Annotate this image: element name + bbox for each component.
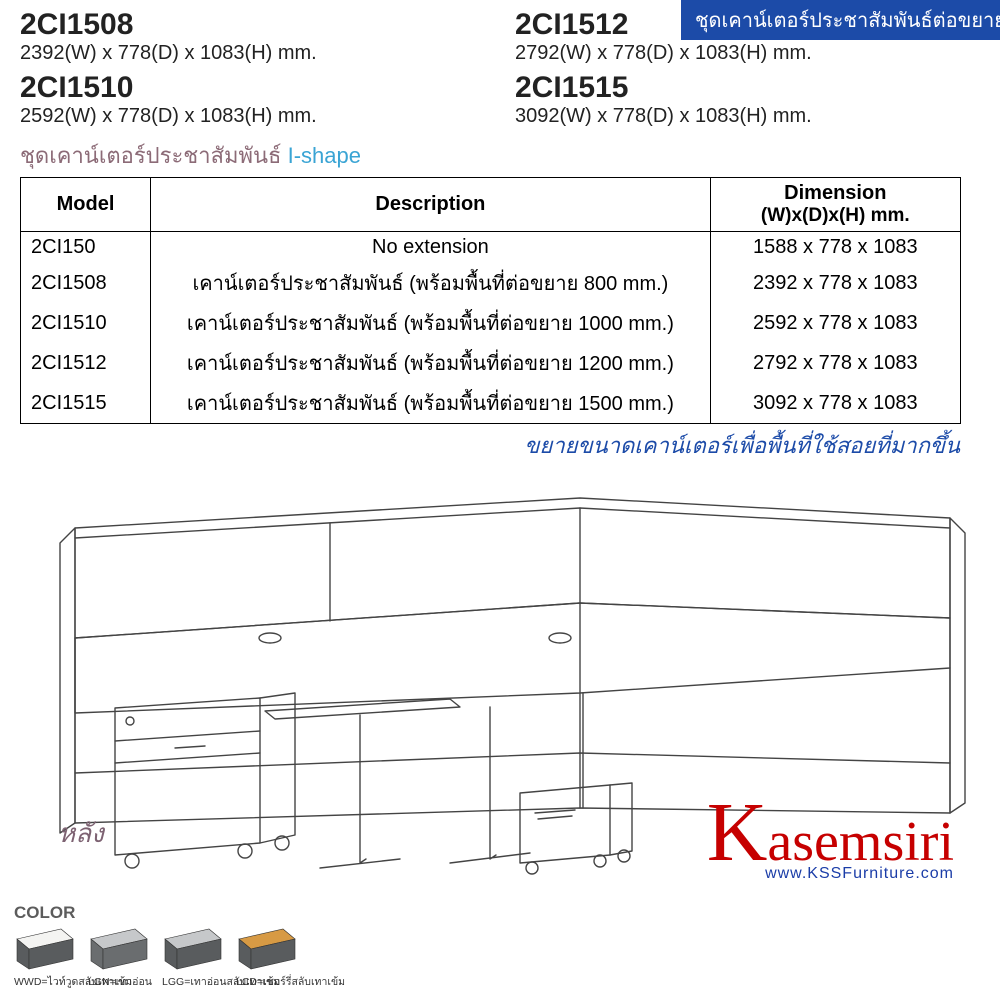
model-dim: 2792(W) x 778(D) x 1083(H) mm. <box>515 42 980 65</box>
swatch-chip-icon <box>237 927 297 971</box>
model-block: 2CI1510 2592(W) x 778(D) x 1083(H) mm. <box>20 71 485 128</box>
cell-desc: เคาน์เตอร์ประชาสัมพันธ์ (พร้อมพื้นที่ต่อ… <box>151 303 711 343</box>
series-label: ชุดเคาน์เตอร์ประชาสัมพันธ์ I-shape <box>20 138 980 173</box>
cell-dim: 2592 x 778 x 1083 <box>710 303 960 343</box>
model-code: 2CI1515 <box>515 71 980 105</box>
cell-desc: No extension <box>151 232 711 264</box>
swatch-chip-icon <box>15 927 75 971</box>
model-code: 2CI1512 <box>515 8 980 42</box>
cell-model: 2CI1508 <box>21 263 151 303</box>
model-dim: 3092(W) x 778(D) x 1083(H) mm. <box>515 105 980 128</box>
th-desc: Description <box>151 178 711 232</box>
table-row: 2CI1508 เคาน์เตอร์ประชาสัมพันธ์ (พร้อมพื… <box>21 263 961 303</box>
cell-dim: 3092 x 778 x 1083 <box>710 383 960 424</box>
model-block: 2CI1515 3092(W) x 778(D) x 1083(H) mm. <box>515 71 980 128</box>
color-swatch: LCD=เชอร์รี่สลับเทาเข้ม <box>236 927 298 990</box>
series-main: ชุดเคาน์เตอร์ประชาสัมพันธ์ <box>20 143 288 168</box>
model-dim: 2392(W) x 778(D) x 1083(H) mm. <box>20 42 485 65</box>
model-code: 2CI1508 <box>20 8 485 42</box>
expansion-note: ขยายขนาดเคาน์เตอร์เพื่อพื้นที่ใช้สอยที่ม… <box>20 428 980 463</box>
swatch-chip-icon <box>163 927 223 971</box>
series-shape: I-shape <box>288 143 361 168</box>
cell-model: 2CI150 <box>21 232 151 264</box>
swatch-label: LGN=เทาอ่อน <box>88 973 150 990</box>
cell-model: 2CI1515 <box>21 383 151 424</box>
model-block: 2CI1508 2392(W) x 778(D) x 1083(H) mm. <box>20 8 485 65</box>
swatch-label: LCD=เชอร์รี่สลับเทาเข้ม <box>236 973 298 990</box>
th-dim-line2: (W)x(D)x(H) mm. <box>721 205 950 227</box>
table-row: 2CI1512 เคาน์เตอร์ประชาสัมพันธ์ (พร้อมพื… <box>21 343 961 383</box>
color-swatch: LGN=เทาอ่อน <box>88 927 150 990</box>
model-code: 2CI1510 <box>20 71 485 105</box>
th-dim-line1: Dimension <box>784 182 886 204</box>
cell-dim: 2792 x 778 x 1083 <box>710 343 960 383</box>
table-row: 2CI1510 เคาน์เตอร์ประชาสัมพันธ์ (พร้อมพื… <box>21 303 961 343</box>
cell-desc: เคาน์เตอร์ประชาสัมพันธ์ (พร้อมพื้นที่ต่อ… <box>151 263 711 303</box>
table-row: 2CI1515 เคาน์เตอร์ประชาสัมพันธ์ (พร้อมพื… <box>21 383 961 424</box>
back-label: หลัง <box>58 813 104 854</box>
header-models: 2CI1508 2392(W) x 778(D) x 1083(H) mm. 2… <box>20 8 980 134</box>
cell-desc: เคาน์เตอร์ประชาสัมพันธ์ (พร้อมพื้นที่ต่อ… <box>151 343 711 383</box>
swatch-label: WWD=ไวท์วูดสลับเทาเข้ม <box>14 973 76 990</box>
cell-model: 2CI1512 <box>21 343 151 383</box>
color-swatch: LGG=เทาอ่อนสลับเทาเข้ม <box>162 927 224 990</box>
swatch-label: LGG=เทาอ่อนสลับเทาเข้ม <box>162 973 224 990</box>
spec-table: Model Description Dimension (W)x(D)x(H) … <box>20 177 961 424</box>
color-title: COLOR <box>14 903 298 923</box>
th-dim: Dimension (W)x(D)x(H) mm. <box>710 178 960 232</box>
cell-dim: 2392 x 778 x 1083 <box>710 263 960 303</box>
watermark-initial: K <box>707 786 768 879</box>
color-section: COLOR WWD=ไวท์วูดสลับเทาเข้ม LGN=เทาอ่อน <box>14 903 298 990</box>
th-model: Model <box>21 178 151 232</box>
model-dim: 2592(W) x 778(D) x 1083(H) mm. <box>20 105 485 128</box>
swatch-chip-icon <box>89 927 149 971</box>
table-row: 2CI150 No extension 1588 x 778 x 1083 <box>21 232 961 264</box>
color-swatch: WWD=ไวท์วูดสลับเทาเข้ม <box>14 927 76 990</box>
cell-desc: เคาน์เตอร์ประชาสัมพันธ์ (พร้อมพื้นที่ต่อ… <box>151 383 711 424</box>
model-block: 2CI1512 2792(W) x 778(D) x 1083(H) mm. <box>515 8 980 65</box>
drawing-area: หลัง Kasemsiri www.KSSFurniture.com <box>20 463 980 883</box>
watermark-script: Kasemsiri <box>707 795 954 871</box>
cell-model: 2CI1510 <box>21 303 151 343</box>
watermark: Kasemsiri www.KSSFurniture.com <box>707 795 954 883</box>
swatch-row: WWD=ไวท์วูดสลับเทาเข้ม LGN=เทาอ่อน LGG=เ… <box>14 927 298 990</box>
cell-dim: 1588 x 778 x 1083 <box>710 232 960 264</box>
